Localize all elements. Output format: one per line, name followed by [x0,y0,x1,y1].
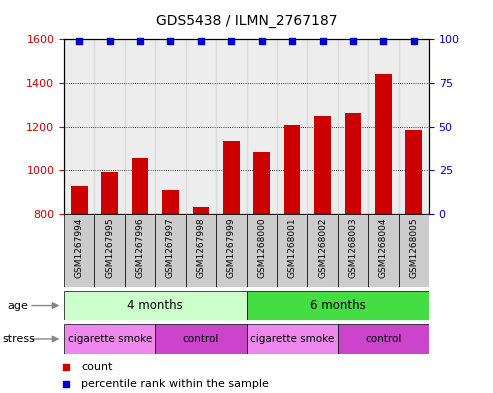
Bar [375,74,391,214]
Bar [64,214,95,287]
Point [348,304,355,310]
Text: GSM1267998: GSM1267998 [196,218,206,279]
Bar [162,190,179,214]
Bar [125,39,155,214]
Text: cigarette smoke: cigarette smoke [250,334,334,344]
Text: 6 months: 6 months [310,299,366,312]
Bar [216,39,246,214]
Bar [155,39,186,214]
Point [410,38,418,44]
Text: GSM1267996: GSM1267996 [136,218,144,279]
Text: GSM1268000: GSM1268000 [257,218,266,279]
Point [197,38,205,44]
Bar [314,116,331,214]
Bar [95,214,125,287]
Point [348,152,355,159]
Point [318,38,326,44]
Bar [277,214,307,287]
Bar [338,214,368,287]
Bar [284,125,300,214]
Bar [186,214,216,287]
Bar [398,214,429,287]
Text: control: control [365,334,401,344]
Bar [64,324,155,354]
Bar [132,158,148,214]
Bar [307,214,338,287]
Bar [216,214,246,287]
Point [258,38,266,44]
Text: GSM1268003: GSM1268003 [349,218,357,279]
Bar [71,186,88,214]
Text: cigarette smoke: cigarette smoke [68,334,152,344]
Bar [398,39,429,214]
Bar [186,39,216,214]
Bar [246,291,429,320]
Bar [338,324,429,354]
Point [136,38,144,44]
Text: GDS5438 / ILMN_2767187: GDS5438 / ILMN_2767187 [156,14,337,28]
Bar [405,130,422,214]
Bar [223,141,240,214]
Text: stress: stress [2,334,35,344]
Text: count: count [81,362,112,372]
Text: GSM1267999: GSM1267999 [227,218,236,279]
Text: GSM1268001: GSM1268001 [287,218,297,279]
Bar [193,207,209,214]
Point [227,38,235,44]
Bar [246,214,277,287]
Point [349,38,357,44]
Point [75,38,83,44]
Text: age: age [7,301,28,311]
Text: GSM1267995: GSM1267995 [105,218,114,279]
Bar [246,39,277,214]
Point [380,38,387,44]
Text: GSM1268002: GSM1268002 [318,218,327,278]
Bar [338,39,368,214]
Text: GSM1268004: GSM1268004 [379,218,388,278]
Point [288,38,296,44]
Bar [95,39,125,214]
Bar [277,39,307,214]
Bar [155,324,246,354]
Point [167,38,175,44]
Bar [64,291,246,320]
Text: GSM1268005: GSM1268005 [409,218,418,279]
Text: percentile rank within the sample: percentile rank within the sample [81,379,269,389]
Text: control: control [183,334,219,344]
Bar [155,214,186,287]
Bar [368,214,398,287]
Bar [253,152,270,214]
Bar [125,214,155,287]
Bar [345,112,361,214]
Bar [64,39,95,214]
Text: 4 months: 4 months [127,299,183,312]
Bar [246,324,338,354]
Bar [102,172,118,214]
Point [106,38,113,44]
Bar [368,39,398,214]
Bar [307,39,338,214]
Text: GSM1267994: GSM1267994 [75,218,84,278]
Text: GSM1267997: GSM1267997 [166,218,175,279]
